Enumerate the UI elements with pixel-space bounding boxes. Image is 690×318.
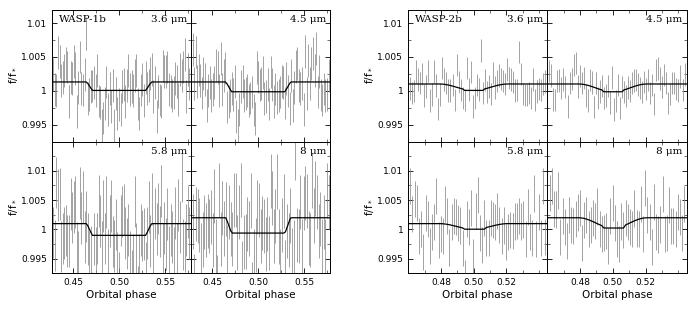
Text: 5.8 μm: 5.8 μm: [507, 147, 543, 156]
X-axis label: Orbital phase: Orbital phase: [226, 290, 296, 300]
X-axis label: Orbital phase: Orbital phase: [582, 290, 652, 300]
Y-axis label: f/f$_*$: f/f$_*$: [8, 199, 19, 216]
Y-axis label: f/f$_*$: f/f$_*$: [8, 67, 19, 84]
Y-axis label: f/f$_*$: f/f$_*$: [364, 199, 376, 216]
X-axis label: Orbital phase: Orbital phase: [86, 290, 157, 300]
Text: 5.8 μm: 5.8 μm: [150, 147, 187, 156]
Text: 8 μm: 8 μm: [299, 147, 326, 156]
Text: WASP-2b: WASP-2b: [415, 15, 463, 24]
Text: 3.6 μm: 3.6 μm: [507, 15, 543, 24]
Y-axis label: f/f$_*$: f/f$_*$: [364, 67, 376, 84]
Text: 3.6 μm: 3.6 μm: [150, 15, 187, 24]
Text: WASP-1b: WASP-1b: [59, 15, 106, 24]
Text: 4.5 μm: 4.5 μm: [646, 15, 682, 24]
Text: 4.5 μm: 4.5 μm: [290, 15, 326, 24]
Text: 8 μm: 8 μm: [656, 147, 682, 156]
X-axis label: Orbital phase: Orbital phase: [442, 290, 513, 300]
